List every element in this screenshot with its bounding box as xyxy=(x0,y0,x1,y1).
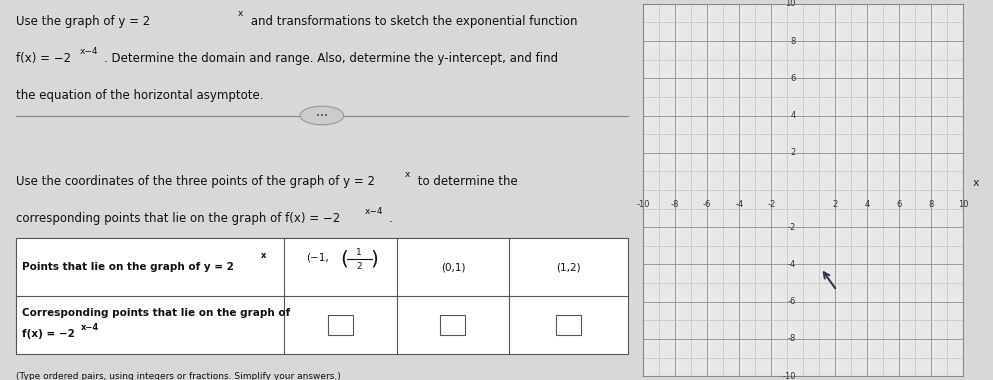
Text: (Type ordered pairs, using integers or fractions. Simplify your answers.): (Type ordered pairs, using integers or f… xyxy=(16,372,341,380)
Text: . Determine the domain and range. Also, determine the y-intercept, and find: . Determine the domain and range. Also, … xyxy=(103,52,558,65)
Text: and transformations to sketch the exponential function: and transformations to sketch the expone… xyxy=(247,15,578,28)
FancyBboxPatch shape xyxy=(328,315,354,335)
Text: (1,2): (1,2) xyxy=(556,262,581,272)
Text: -2: -2 xyxy=(768,200,776,209)
Text: 2: 2 xyxy=(832,200,838,209)
Text: x: x xyxy=(237,10,243,18)
Text: -10: -10 xyxy=(637,200,650,209)
Text: 2: 2 xyxy=(356,262,362,271)
Text: 8: 8 xyxy=(928,200,933,209)
Text: -6: -6 xyxy=(703,200,711,209)
Ellipse shape xyxy=(300,106,344,125)
Text: 4: 4 xyxy=(865,200,870,209)
Text: .: . xyxy=(388,212,392,225)
Text: the equation of the horizontal asymptote.: the equation of the horizontal asymptote… xyxy=(16,89,264,103)
Text: -6: -6 xyxy=(787,297,796,306)
Text: (0,1): (0,1) xyxy=(441,262,465,272)
Text: -10: -10 xyxy=(782,372,796,380)
Text: x−4: x−4 xyxy=(364,207,383,216)
Text: -4: -4 xyxy=(787,260,796,269)
Text: 4: 4 xyxy=(790,111,796,120)
Text: to determine the: to determine the xyxy=(414,175,518,188)
Text: Corresponding points that lie on the graph of: Corresponding points that lie on the gra… xyxy=(23,308,291,318)
Text: -8: -8 xyxy=(787,334,796,344)
Text: 10: 10 xyxy=(785,0,796,8)
Text: Use the graph of y = 2: Use the graph of y = 2 xyxy=(16,15,150,28)
Text: -4: -4 xyxy=(735,200,744,209)
Text: x: x xyxy=(405,169,410,179)
Text: 2: 2 xyxy=(790,148,796,157)
Text: f(x) = −2: f(x) = −2 xyxy=(23,329,75,339)
Text: 8: 8 xyxy=(790,36,796,46)
Text: 6: 6 xyxy=(897,200,902,209)
FancyBboxPatch shape xyxy=(556,315,581,335)
Text: (−1,: (−1, xyxy=(306,253,329,263)
Text: x: x xyxy=(261,251,267,260)
Text: ): ) xyxy=(370,250,378,269)
Text: x−4: x−4 xyxy=(81,323,99,332)
Text: •••: ••• xyxy=(316,112,328,119)
FancyBboxPatch shape xyxy=(16,238,628,354)
Text: 10: 10 xyxy=(958,200,968,209)
Text: Points that lie on the graph of y = 2: Points that lie on the graph of y = 2 xyxy=(23,262,234,272)
Text: 6: 6 xyxy=(790,74,796,83)
Text: 1: 1 xyxy=(356,248,362,257)
Text: (: ( xyxy=(341,250,349,269)
Text: x−4: x−4 xyxy=(79,47,98,55)
Text: f(x) = −2: f(x) = −2 xyxy=(16,52,71,65)
Text: -2: -2 xyxy=(787,223,796,232)
Text: -8: -8 xyxy=(671,200,679,209)
Text: x: x xyxy=(973,177,979,188)
Text: corresponding points that lie on the graph of f(x) = −2: corresponding points that lie on the gra… xyxy=(16,212,341,225)
FancyBboxPatch shape xyxy=(441,315,466,335)
Text: Use the coordinates of the three points of the graph of y = 2: Use the coordinates of the three points … xyxy=(16,175,375,188)
